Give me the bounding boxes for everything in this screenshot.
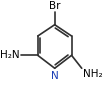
Text: H₂N: H₂N (0, 50, 20, 60)
Text: Br: Br (49, 1, 60, 11)
Text: NH₂: NH₂ (83, 69, 102, 79)
Text: N: N (51, 71, 59, 81)
